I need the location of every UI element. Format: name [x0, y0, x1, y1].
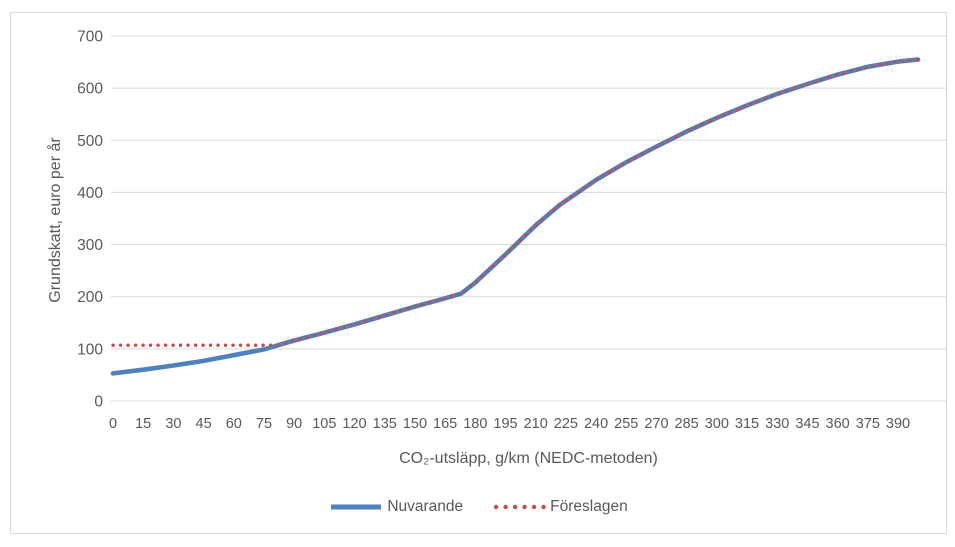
y-tick-label-0: 0	[94, 394, 103, 411]
x-tick-label-195: 195	[493, 416, 517, 432]
x-tick-label-45: 45	[196, 416, 212, 432]
y-tick-label-700: 700	[77, 29, 103, 46]
series-line-nuvarande	[110, 57, 921, 376]
x-tick-label-240: 240	[584, 416, 608, 432]
x-tick-label-90: 90	[286, 416, 302, 432]
x-axis-title: CO₂-utsläpp, g/km (NEDC-metoden)	[399, 450, 658, 467]
x-tick-label-375: 375	[856, 416, 880, 432]
x-tick-label-105: 105	[312, 416, 336, 432]
x-tick-label-165: 165	[433, 416, 457, 432]
x-tick-label-345: 345	[795, 416, 819, 432]
legend-line-dotted-icon	[493, 504, 547, 510]
chart-frame	[10, 12, 947, 534]
y-tick-label-600: 600	[77, 81, 103, 98]
x-tick-label-285: 285	[675, 416, 699, 432]
y-tick-label-500: 500	[77, 133, 103, 150]
series-line-foreslagen	[111, 57, 920, 347]
x-tick-label-330: 330	[765, 416, 789, 432]
legend-line-solid-icon	[331, 504, 382, 510]
x-tick-label-0: 0	[109, 416, 117, 432]
x-tick-label-360: 360	[826, 416, 850, 432]
x-tick-label-255: 255	[614, 416, 638, 432]
y-tick-label-100: 100	[77, 341, 103, 358]
x-tick-label-390: 390	[886, 416, 910, 432]
y-tick-label-400: 400	[77, 185, 103, 202]
x-tick-label-150: 150	[403, 416, 427, 432]
y-tick-label-200: 200	[77, 289, 103, 306]
x-tick-label-75: 75	[256, 416, 272, 432]
x-tick-label-60: 60	[226, 416, 242, 432]
x-tick-label-225: 225	[554, 416, 578, 432]
legend: Nuvarande Föreslagen	[10, 498, 946, 516]
y-axis-title: Grundskatt, euro per år	[47, 137, 64, 303]
x-tick-label-15: 15	[135, 416, 151, 432]
x-tick-label-30: 30	[165, 416, 181, 432]
y-tick-label-300: 300	[77, 237, 103, 254]
x-tick-label-270: 270	[644, 416, 668, 432]
x-tick-label-120: 120	[342, 416, 366, 432]
x-tick-label-210: 210	[524, 416, 548, 432]
legend-item-foreslagen: Föreslagen	[491, 498, 628, 516]
x-tick-label-180: 180	[463, 416, 487, 432]
x-tick-label-315: 315	[735, 416, 759, 432]
x-tick-label-300: 300	[705, 416, 729, 432]
legend-label-foreslagen: Föreslagen	[550, 498, 628, 515]
legend-item-nuvarande: Nuvarande	[328, 498, 463, 516]
x-tick-label-135: 135	[373, 416, 397, 432]
legend-label-nuvarande: Nuvarande	[387, 498, 464, 515]
